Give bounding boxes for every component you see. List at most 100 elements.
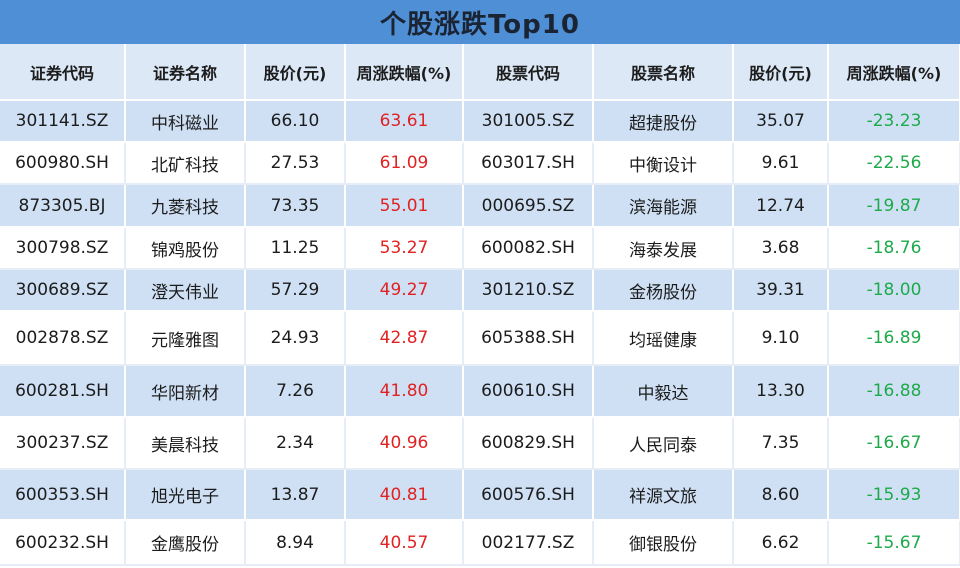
gain-code: 002878.SZ	[0, 311, 126, 366]
loss-code: 603017.SH	[463, 142, 594, 185]
gain-price: 57.29	[245, 269, 346, 312]
loss-pct: -15.67	[828, 520, 960, 566]
header-loss-name: 股票名称	[593, 44, 734, 101]
table-row: 600980.SH 北矿科技 27.53 61.09 603017.SH 中衡设…	[0, 142, 960, 185]
header-gain-price: 股价(元)	[245, 44, 346, 101]
gain-pct: 61.09	[345, 142, 464, 185]
gain-price: 27.53	[245, 142, 346, 185]
gain-code: 300798.SZ	[0, 227, 126, 270]
loss-name: 中衡设计	[593, 142, 734, 185]
loss-code: 301210.SZ	[463, 269, 594, 312]
loss-price: 8.60	[733, 469, 829, 521]
table-row: 600232.SH 金鹰股份 8.94 40.57 002177.SZ 御银股份…	[0, 520, 960, 566]
gain-pct: 40.57	[345, 520, 464, 566]
table-row: 873305.BJ 九菱科技 73.35 55.01 000695.SZ 滨海能…	[0, 184, 960, 228]
table-row: 300237.SZ 美晨科技 2.34 40.96 600829.SH 人民同泰…	[0, 417, 960, 470]
gain-pct: 40.81	[345, 469, 464, 521]
gain-code: 600353.SH	[0, 469, 126, 521]
table-row: 301141.SZ 中科磁业 66.10 63.61 301005.SZ 超捷股…	[0, 100, 960, 143]
gain-price: 73.35	[245, 184, 346, 228]
gain-pct: 63.61	[345, 100, 464, 143]
loss-name: 超捷股份	[593, 100, 734, 143]
loss-code: 600576.SH	[463, 469, 594, 521]
gain-name: 元隆雅图	[125, 311, 246, 366]
gain-name: 九菱科技	[125, 184, 246, 228]
loss-pct: -23.23	[828, 100, 960, 143]
gain-price: 8.94	[245, 520, 346, 566]
loss-code: 301005.SZ	[463, 100, 594, 143]
loss-code: 002177.SZ	[463, 520, 594, 566]
gain-code: 873305.BJ	[0, 184, 126, 228]
gain-code: 300689.SZ	[0, 269, 126, 312]
gain-price: 7.26	[245, 365, 346, 418]
gain-name: 澄天伟业	[125, 269, 246, 312]
gain-pct: 40.96	[345, 417, 464, 470]
loss-name: 均瑶健康	[593, 311, 734, 366]
loss-pct: -22.56	[828, 142, 960, 185]
loss-name: 祥源文旅	[593, 469, 734, 521]
loss-name: 金杨股份	[593, 269, 734, 312]
gain-name: 锦鸡股份	[125, 227, 246, 270]
loss-price: 35.07	[733, 100, 829, 143]
gain-code: 300237.SZ	[0, 417, 126, 470]
gain-code: 600980.SH	[0, 142, 126, 185]
gain-price: 66.10	[245, 100, 346, 143]
header-gain-pct: 周涨跌幅(%)	[345, 44, 464, 101]
loss-price: 12.74	[733, 184, 829, 228]
loss-price: 9.10	[733, 311, 829, 366]
loss-name: 御银股份	[593, 520, 734, 566]
loss-name: 人民同泰	[593, 417, 734, 470]
gain-pct: 41.80	[345, 365, 464, 418]
loss-name: 海泰发展	[593, 227, 734, 270]
loss-code: 600610.SH	[463, 365, 594, 418]
loss-price: 7.35	[733, 417, 829, 470]
stock-table: 证券代码 证券名称 股价(元) 周涨跌幅(%) 股票代码 股票名称 股价(元) …	[0, 44, 960, 566]
gain-name: 美晨科技	[125, 417, 246, 470]
page-title: 个股涨跌Top10	[380, 9, 580, 40]
header-loss-pct: 周涨跌幅(%)	[828, 44, 960, 101]
loss-pct: -16.88	[828, 365, 960, 418]
table-row: 002878.SZ 元隆雅图 24.93 42.87 605388.SH 均瑶健…	[0, 311, 960, 366]
gain-code: 600232.SH	[0, 520, 126, 566]
gain-pct: 42.87	[345, 311, 464, 366]
loss-pct: -16.67	[828, 417, 960, 470]
table-row: 600281.SH 华阳新材 7.26 41.80 600610.SH 中毅达 …	[0, 365, 960, 418]
loss-code: 000695.SZ	[463, 184, 594, 228]
loss-code: 605388.SH	[463, 311, 594, 366]
title-bar: 个股涨跌Top10	[0, 0, 960, 44]
loss-price: 9.61	[733, 142, 829, 185]
loss-price: 39.31	[733, 269, 829, 312]
gain-name: 旭光电子	[125, 469, 246, 521]
table-header-row: 证券代码 证券名称 股价(元) 周涨跌幅(%) 股票代码 股票名称 股价(元) …	[0, 44, 960, 101]
loss-pct: -16.89	[828, 311, 960, 366]
gain-pct: 53.27	[345, 227, 464, 270]
header-loss-code: 股票代码	[463, 44, 594, 101]
gain-name: 北矿科技	[125, 142, 246, 185]
loss-code: 600829.SH	[463, 417, 594, 470]
loss-price: 3.68	[733, 227, 829, 270]
gain-price: 13.87	[245, 469, 346, 521]
gain-price: 2.34	[245, 417, 346, 470]
loss-name: 中毅达	[593, 365, 734, 418]
header-gain-code: 证券代码	[0, 44, 126, 101]
gain-price: 11.25	[245, 227, 346, 270]
gain-name: 中科磁业	[125, 100, 246, 143]
loss-pct: -19.87	[828, 184, 960, 228]
loss-pct: -15.93	[828, 469, 960, 521]
table-row: 600353.SH 旭光电子 13.87 40.81 600576.SH 祥源文…	[0, 469, 960, 521]
gain-name: 金鹰股份	[125, 520, 246, 566]
table-row: 300798.SZ 锦鸡股份 11.25 53.27 600082.SH 海泰发…	[0, 227, 960, 270]
loss-pct: -18.76	[828, 227, 960, 270]
gain-code: 301141.SZ	[0, 100, 126, 143]
table-row: 300689.SZ 澄天伟业 57.29 49.27 301210.SZ 金杨股…	[0, 269, 960, 312]
gain-code: 600281.SH	[0, 365, 126, 418]
gain-price: 24.93	[245, 311, 346, 366]
loss-code: 600082.SH	[463, 227, 594, 270]
gain-pct: 49.27	[345, 269, 464, 312]
header-gain-name: 证券名称	[125, 44, 246, 101]
loss-price: 13.30	[733, 365, 829, 418]
gain-name: 华阳新材	[125, 365, 246, 418]
loss-name: 滨海能源	[593, 184, 734, 228]
loss-price: 6.62	[733, 520, 829, 566]
